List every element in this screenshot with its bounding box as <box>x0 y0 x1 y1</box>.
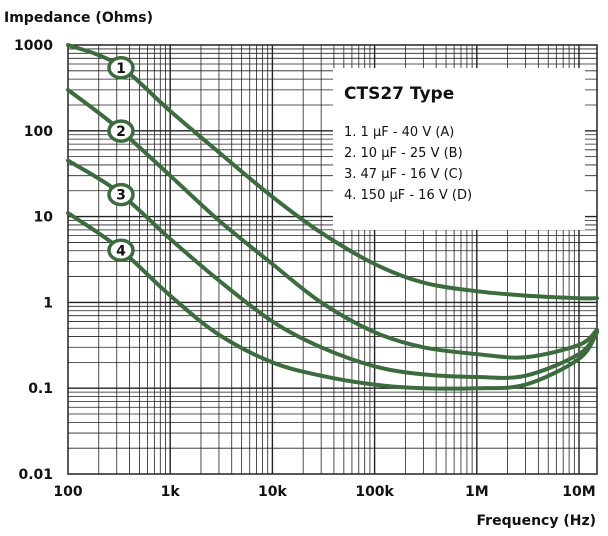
legend-item-1: 1. 1 μF - 40 V (A) <box>344 125 454 140</box>
legend-item-3: 3. 47 μF - 16 V (C) <box>344 167 463 182</box>
x-tick-label: 10k <box>258 484 287 500</box>
x-tick-label: 1M <box>465 484 489 500</box>
legend-item-2: 2. 10 μF - 25 V (B) <box>344 146 463 161</box>
y-tick-label: 10 <box>34 210 54 226</box>
series-line-1 <box>66 43 599 301</box>
y-axis-label: Impedance (Ohms) <box>4 10 153 26</box>
series-marker-4 <box>107 238 135 263</box>
series-marker-3 <box>107 182 135 207</box>
y-tick-label: 100 <box>24 124 53 140</box>
x-tick-label: 10M <box>562 484 595 500</box>
x-tick-label: 100k <box>355 484 394 500</box>
series-line-4 <box>66 211 599 391</box>
grid <box>68 45 597 474</box>
y-tick-label: 1 <box>43 295 53 311</box>
legend-box <box>333 68 585 230</box>
legend-title: CTS27 Type <box>344 84 454 104</box>
x-tick-labels: 100 1k 10k 100k 1M 10M <box>53 484 595 500</box>
marker-layer: 1 2 3 4 <box>107 56 135 263</box>
series-line-2 <box>66 87 599 360</box>
y-tick-label: 1000 <box>14 38 53 54</box>
series-marker-label-2: 2 <box>116 124 126 140</box>
series-marker-2 <box>107 119 135 143</box>
series-line-3 <box>66 158 599 380</box>
series-marker-label-4: 4 <box>116 243 126 259</box>
plot-frame <box>67 44 598 475</box>
x-tick-label: 100 <box>53 484 82 500</box>
x-tick-label: 1k <box>161 484 181 500</box>
y-tick-label: 0.01 <box>18 467 53 483</box>
legend: CTS27 Type 1. 1 μF - 40 V (A) 2. 10 μF -… <box>333 68 585 230</box>
series-marker-label-3: 3 <box>116 188 126 204</box>
x-axis-label: Frequency (Hz) <box>477 513 596 529</box>
series-marker-label-1: 1 <box>116 61 126 77</box>
y-tick-labels: 1000 100 10 1 0.1 0.01 <box>14 38 53 483</box>
series-layer <box>66 43 599 391</box>
legend-item-4: 4. 150 μF - 16 V (D) <box>344 188 472 203</box>
series-marker-1 <box>107 56 135 80</box>
y-tick-label: 0.1 <box>28 381 53 397</box>
